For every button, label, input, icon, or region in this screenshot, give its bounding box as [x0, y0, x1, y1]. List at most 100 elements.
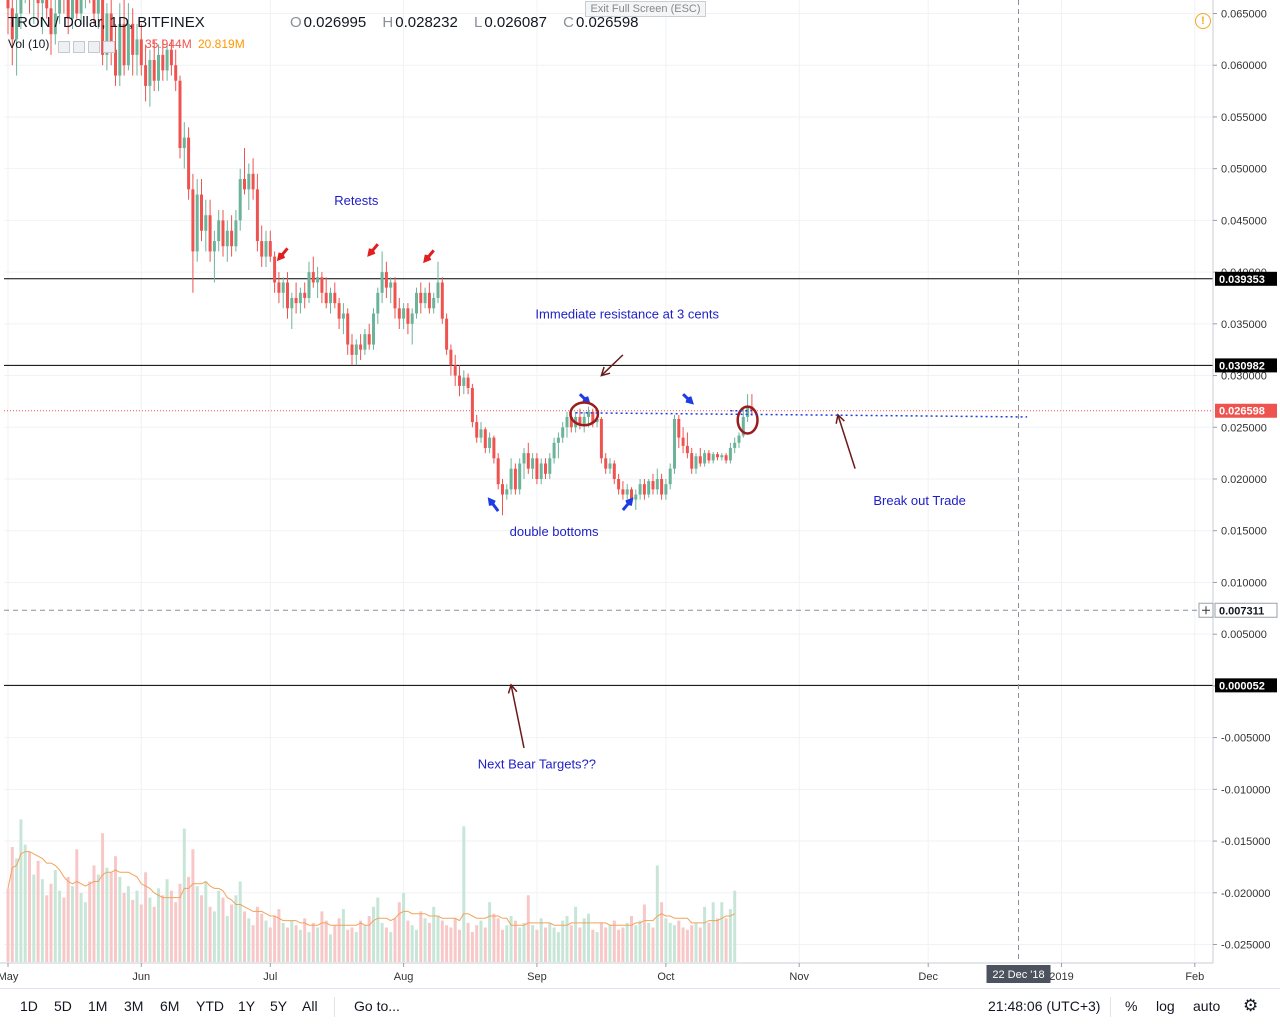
volume-bar [509, 916, 513, 962]
candle-body [677, 419, 681, 438]
volume-bar [694, 922, 698, 962]
more-icon[interactable] [103, 40, 115, 53]
eye-icon[interactable] [58, 40, 70, 53]
candle-body [462, 377, 466, 386]
timeframe-5d-button[interactable]: 5D [54, 998, 72, 1014]
volume-bar [105, 867, 109, 962]
volume-bar [359, 920, 363, 962]
goto-date-button[interactable]: Go to... [354, 998, 400, 1014]
volume-bar [660, 902, 664, 962]
volume-bar [6, 888, 10, 962]
volume-bar [58, 890, 62, 962]
bottom-toolbar: 1D 5D 1M 3M 6M YTD 1Y 5Y All Go to... 21… [0, 988, 1280, 1025]
volume-bar [311, 922, 315, 962]
volume-bar [552, 927, 556, 962]
volume-legend: Vol (10) 35.944M 20.819M [8, 37, 245, 51]
volume-bar [88, 881, 92, 962]
volume-bar [135, 890, 139, 962]
timeframe-ytd-button[interactable]: YTD [196, 998, 224, 1014]
log-scale-button[interactable]: log [1156, 998, 1175, 1014]
volume-bar [243, 911, 246, 962]
candle-body [423, 292, 427, 304]
candle-body [346, 313, 350, 345]
volume-bar [492, 913, 496, 962]
volume-bar [363, 925, 367, 962]
volume-bar [337, 918, 341, 962]
volume-bar [677, 920, 681, 962]
timeframe-3m-button[interactable]: 3M [124, 998, 144, 1014]
volume-bar [238, 881, 242, 962]
candle-body [655, 479, 659, 490]
candle-body [647, 481, 651, 495]
candle-body [40, 0, 44, 4]
volume-indicator-name[interactable]: Vol (10) [8, 37, 50, 51]
volume-bar [522, 922, 526, 962]
candle-body [251, 173, 255, 190]
gear-icon[interactable]: ⚙ [1243, 996, 1259, 1015]
volume-bar [324, 920, 328, 962]
candle-body [311, 272, 315, 283]
volume-bar [23, 844, 27, 962]
timeframe-all-button[interactable]: All [302, 998, 318, 1014]
candle-body [746, 406, 750, 417]
symbol-title[interactable]: TRON / Dollar, 1D, BITFINEX [8, 14, 205, 31]
price-tick-label: 0.025000 [1221, 422, 1267, 434]
time-tick-label: Feb [1185, 971, 1204, 983]
volume-bar [531, 925, 535, 962]
exit-fullscreen-button[interactable]: Exit Full Screen (ESC) [585, 1, 706, 17]
volume-bar [539, 918, 543, 962]
volume-bar [380, 922, 384, 962]
candle-body [178, 80, 182, 148]
candle-body [268, 241, 272, 257]
price-tick-label: 0.030000 [1221, 371, 1267, 383]
candle-body [118, 23, 122, 76]
volume-bar [92, 865, 96, 962]
volume-bar [397, 902, 401, 962]
blue-arrow-icon [621, 497, 634, 511]
price-chart[interactable]: Retests Immediate resistance at 3 cents do… [0, 0, 1280, 988]
candle-body [363, 334, 367, 350]
settings-icon[interactable] [73, 40, 85, 53]
price-axis-label: 0.000052 [1219, 680, 1265, 692]
candle-body [157, 54, 160, 81]
candle-body [286, 282, 289, 309]
candle-body [234, 220, 238, 247]
blue-arrow-icon [682, 393, 694, 405]
candle-body [501, 484, 504, 495]
candle-body [15, 13, 19, 40]
timeframe-6m-button[interactable]: 6M [160, 998, 180, 1014]
volume-bar [217, 890, 221, 962]
clock-timezone[interactable]: 21:48:06 (UTC+3) [988, 998, 1101, 1014]
volume-bar [621, 927, 625, 962]
volume-bar [264, 920, 268, 962]
candle-body [440, 282, 444, 319]
auto-scale-button[interactable]: auto [1193, 998, 1221, 1014]
candle-body [208, 215, 212, 252]
time-tick-label: Jul [263, 971, 277, 983]
timeframe-5y-button[interactable]: 5Y [270, 998, 288, 1014]
volume-bar [10, 847, 14, 962]
candle-body [92, 0, 96, 14]
candle-body [294, 297, 298, 304]
candle-body [664, 484, 668, 495]
close-icon[interactable] [88, 40, 100, 53]
percent-scale-button[interactable]: % [1125, 998, 1138, 1014]
candle-body [561, 427, 565, 438]
brown-arrow-icon-shaft [837, 414, 856, 469]
volume-bar [716, 918, 719, 962]
price-tick-label: 0.065000 [1221, 9, 1267, 21]
timeframe-1d-button[interactable]: 1D [20, 998, 38, 1014]
volume-bar [15, 858, 19, 962]
price-axis-label-bg [1214, 602, 1278, 618]
warning-icon[interactable]: ! [1195, 13, 1211, 29]
volume-bar [157, 888, 160, 962]
volume-bar [83, 902, 87, 962]
timeframe-1m-button[interactable]: 1M [88, 998, 108, 1014]
candle-body [243, 179, 246, 190]
timeframe-1y-button[interactable]: 1Y [238, 998, 256, 1014]
price-axis-label-bg [1215, 271, 1277, 286]
candle-body [406, 308, 410, 324]
candle-body [307, 272, 311, 298]
blue-arrow-icon [487, 497, 500, 512]
